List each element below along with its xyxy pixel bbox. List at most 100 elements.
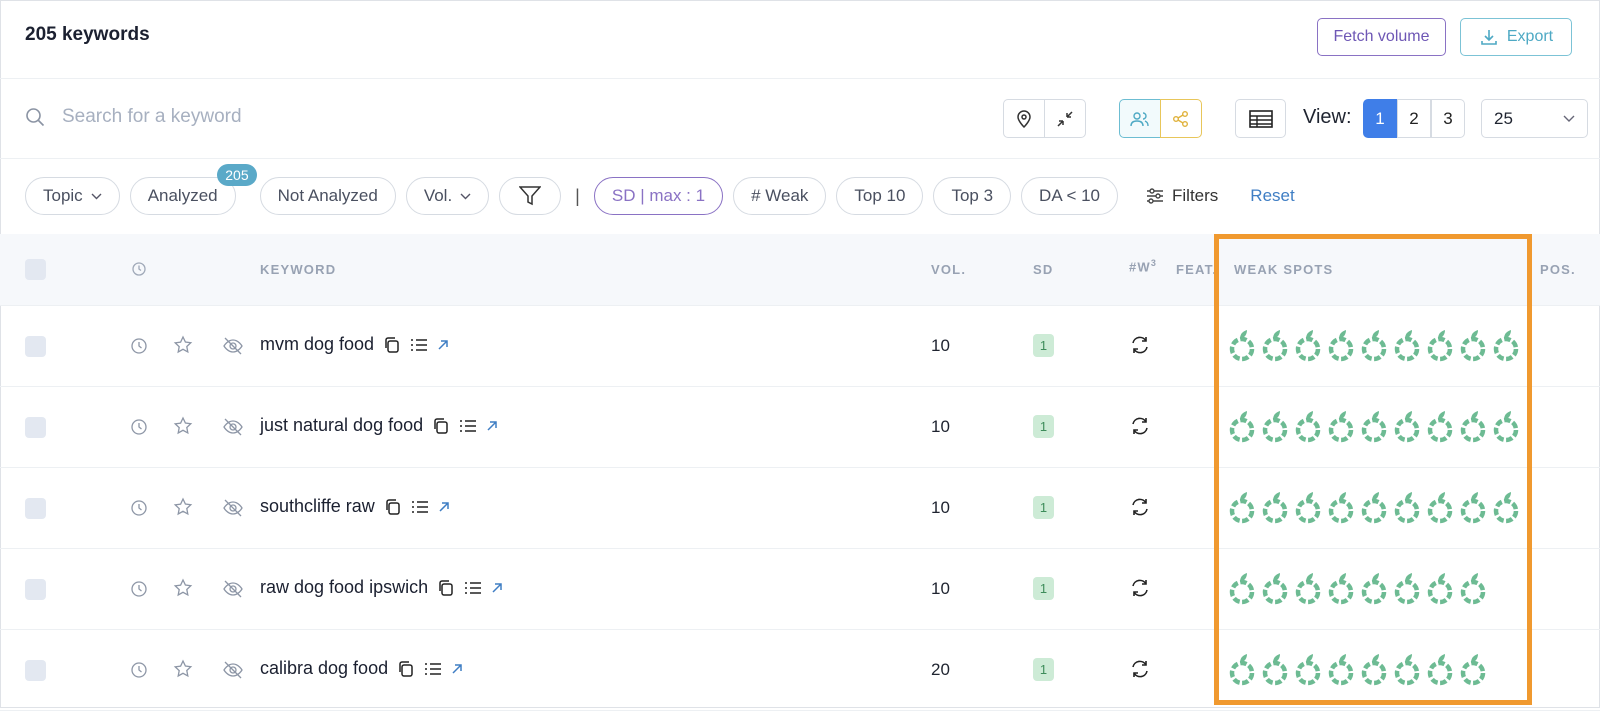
- refresh-icon[interactable]: [1130, 659, 1150, 679]
- column-header[interactable]: #W3: [1129, 258, 1157, 274]
- hide-icon[interactable]: [222, 660, 244, 680]
- list-icon[interactable]: [464, 580, 482, 596]
- funnel-button[interactable]: [499, 177, 562, 215]
- icon-path: [452, 663, 462, 674]
- column-header[interactable]: VOL.: [931, 262, 967, 277]
- list-icon[interactable]: [459, 418, 477, 434]
- view-option[interactable]: 2: [1397, 99, 1431, 138]
- per-page-select[interactable]: 25: [1481, 99, 1588, 138]
- column-header[interactable]: WEAK SPOTS: [1234, 262, 1334, 277]
- filters-label: Filters: [1172, 186, 1219, 205]
- table-row: just natural dog food 10 1: [0, 387, 1600, 468]
- open-link-icon[interactable]: [486, 420, 498, 432]
- filter-chip[interactable]: Vol.: [405, 177, 490, 215]
- copy-icon[interactable]: [432, 417, 450, 435]
- icon-path: [1181, 110, 1188, 117]
- row-checkbox[interactable]: [25, 336, 46, 357]
- icon-path: [1017, 109, 1031, 128]
- table-view-button[interactable]: [1235, 99, 1286, 138]
- icon-path: [411, 343, 414, 346]
- hide-icon[interactable]: [222, 336, 244, 356]
- open-link-icon[interactable]: [451, 663, 463, 675]
- icon-path: [37, 119, 45, 127]
- table-header: [0, 234, 1600, 306]
- open-link-icon[interactable]: [438, 501, 450, 513]
- icon-path: [1460, 579, 1486, 605]
- refresh-icon[interactable]: [1130, 578, 1150, 598]
- star-icon[interactable]: [173, 416, 193, 436]
- icon-path: [173, 659, 193, 678]
- refresh-icon[interactable]: [1130, 416, 1150, 436]
- open-link-icon[interactable]: [437, 339, 449, 351]
- clock-icon: [132, 262, 146, 276]
- reset-link[interactable]: Reset: [1250, 186, 1295, 205]
- column-header[interactable]: SD: [1033, 262, 1054, 277]
- divider: [0, 158, 1600, 159]
- hide-icon[interactable]: [222, 417, 244, 437]
- star-icon[interactable]: [173, 578, 193, 598]
- filter-chip[interactable]: # Weak: [733, 177, 827, 215]
- list-icon[interactable]: [410, 337, 428, 353]
- refresh-icon[interactable]: [1130, 497, 1150, 517]
- fetch-volume-button[interactable]: Fetch volume: [1317, 18, 1446, 56]
- view-option[interactable]: 1: [1363, 99, 1397, 138]
- column-header[interactable]: POS.: [1540, 262, 1576, 277]
- icon-path: [173, 416, 193, 435]
- row-checkbox[interactable]: [25, 498, 46, 519]
- icon-path: [1405, 573, 1412, 582]
- filter-chip[interactable]: Top 10: [836, 177, 924, 215]
- column-header[interactable]: FEAT.: [1176, 262, 1218, 277]
- weak-spot-icon: [1229, 330, 1255, 362]
- view-option[interactable]: 3: [1431, 99, 1465, 138]
- icon-path: [132, 262, 146, 276]
- filter-chip[interactable]: SD | max : 1: [593, 177, 724, 215]
- weak-spot-icon: [1328, 573, 1354, 605]
- collapse-button[interactable]: [1044, 99, 1086, 138]
- list-icon[interactable]: [424, 661, 442, 677]
- clock-icon: [131, 662, 147, 678]
- star-icon[interactable]: [173, 659, 193, 679]
- filters-button[interactable]: Filters: [1146, 186, 1218, 206]
- hide-icon[interactable]: [222, 579, 244, 599]
- column-header[interactable]: KEYWORD: [260, 262, 337, 277]
- icon-path: [385, 336, 396, 348]
- filter-chip[interactable]: DA < 10: [1021, 177, 1119, 215]
- filter-chip[interactable]: Analyzed 205: [129, 164, 257, 215]
- icon-path: [1471, 330, 1478, 339]
- icon-path: [1262, 579, 1288, 605]
- hide-icon[interactable]: [222, 498, 244, 518]
- share-button[interactable]: [1160, 99, 1202, 138]
- icon-path: [1460, 660, 1486, 686]
- star-icon[interactable]: [173, 335, 193, 355]
- weak-spot-icon: [1295, 654, 1321, 686]
- open-link-icon[interactable]: [491, 582, 503, 594]
- refresh-icon[interactable]: [1130, 335, 1150, 355]
- export-button[interactable]: Export: [1460, 18, 1572, 56]
- copy-icon[interactable]: [383, 336, 401, 354]
- row-checkbox[interactable]: [25, 579, 46, 600]
- list-icon[interactable]: [411, 499, 429, 515]
- row-checkbox[interactable]: [25, 660, 46, 681]
- copy-icon[interactable]: [397, 660, 415, 678]
- copy-icon[interactable]: [384, 498, 402, 516]
- filter-chip[interactable]: Topic: [25, 177, 120, 215]
- users-icon: [1130, 111, 1149, 126]
- filter-chip[interactable]: Not Analyzed: [259, 177, 396, 215]
- icon-path: [138, 585, 142, 592]
- copy-icon[interactable]: [437, 579, 455, 597]
- users-button[interactable]: [1119, 99, 1161, 138]
- star-icon[interactable]: [173, 497, 193, 517]
- filter-chip[interactable]: Top 3: [933, 177, 1012, 215]
- select-all-checkbox[interactable]: [25, 259, 46, 280]
- icon-path: [131, 500, 147, 516]
- search-input[interactable]: Search for a keyword: [62, 106, 242, 128]
- keyword-cell: southcliffe raw: [260, 496, 450, 517]
- icon-path: [1405, 330, 1412, 339]
- icon-path: [1339, 411, 1346, 420]
- weak-spot-icon: [1460, 330, 1486, 362]
- row-checkbox[interactable]: [25, 417, 46, 438]
- location-button[interactable]: [1003, 99, 1045, 138]
- icon-path: [1133, 499, 1147, 515]
- icon-path: [460, 429, 463, 432]
